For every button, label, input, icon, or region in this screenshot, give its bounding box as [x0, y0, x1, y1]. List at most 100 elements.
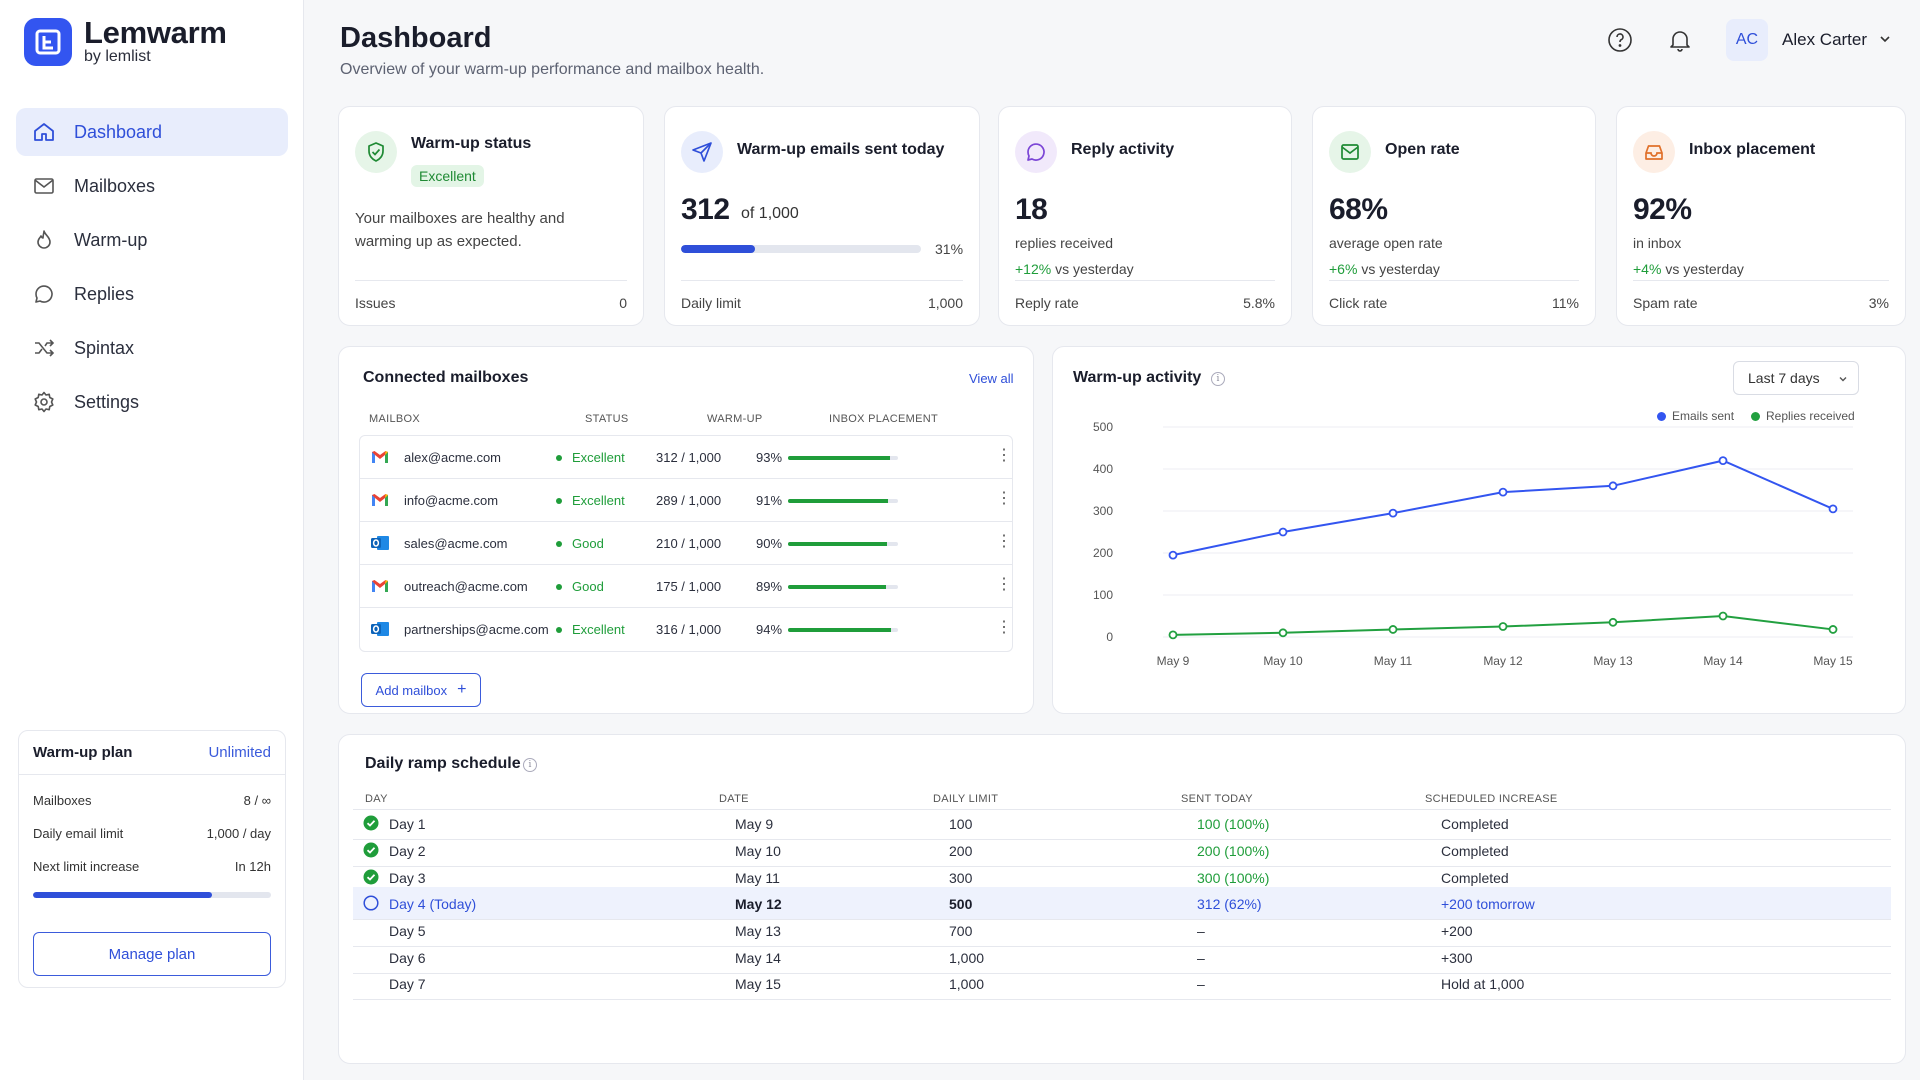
column-header: DAY	[365, 793, 388, 805]
chevron-down-icon[interactable]	[1878, 32, 1892, 46]
placement-bar	[788, 628, 898, 632]
data-point[interactable]	[1388, 625, 1398, 634]
more-icon[interactable]: ⋮	[996, 619, 1012, 636]
sent-today-cell: –	[1197, 950, 1205, 966]
view-all-link[interactable]: View all	[969, 371, 1014, 386]
plan-title: Warm-up plan	[33, 744, 133, 761]
status-badge: Excellent	[556, 450, 625, 465]
data-point[interactable]	[1828, 504, 1838, 514]
mailbox-email: alex@acme.com	[404, 450, 502, 465]
section-title: Connected mailboxes	[363, 369, 529, 386]
nav-label: Dashboard	[74, 121, 163, 142]
date-cell: May 13	[735, 923, 781, 939]
data-point[interactable]	[1718, 456, 1728, 465]
date-cell: May 9	[735, 816, 774, 832]
series-line-emails-sent	[1172, 459, 1834, 557]
sent-today-cell: –	[1197, 976, 1205, 992]
nav-item-replies[interactable]: Replies	[16, 270, 288, 318]
table-row[interactable]: sales@acme.com Good 210 / 1,000 90% ⋮	[360, 522, 1012, 565]
more-icon[interactable]: ⋮	[996, 447, 1012, 464]
plan-row: Daily email limit 1,000 / day	[33, 826, 271, 841]
nav-item-spintax[interactable]: Spintax	[16, 324, 288, 372]
table-row[interactable]: alex@acme.com Excellent 312 / 1,000 93% ⋮	[360, 436, 1012, 479]
bell-icon[interactable]	[1666, 26, 1694, 54]
data-point[interactable]	[1718, 611, 1728, 621]
mailbox-email: info@acme.com	[404, 493, 499, 508]
x-tick-label: May 15	[1813, 654, 1853, 668]
nav-label: Replies	[74, 283, 135, 304]
page-title: Dashboard	[340, 22, 492, 54]
sent-today-cell: 200 (100%)	[1197, 843, 1270, 859]
avatar[interactable]: AC	[1726, 19, 1768, 61]
nav-item-dashboard[interactable]: Dashboard	[16, 108, 288, 156]
brand-name: Lemwarm	[84, 15, 227, 50]
x-tick-label: May 11	[1374, 654, 1413, 668]
card-footer: Spam rate 3%	[1633, 295, 1889, 311]
line-chart: 0 100 200 300 400 500 May 9 May 10 May 11 May 12 M…	[1093, 420, 1853, 668]
data-point[interactable]	[1388, 508, 1398, 518]
date-cell: May 10	[735, 843, 781, 859]
more-icon[interactable]: ⋮	[996, 490, 1012, 507]
more-icon[interactable]: ⋮	[996, 533, 1012, 550]
nav-item-warm-up[interactable]: Warm-up	[16, 216, 288, 264]
legend-swatch	[1751, 411, 1760, 421]
warm-up-status-card: Warm-up status Excellent Your mailboxes …	[338, 106, 644, 326]
table-row[interactable]: outreach@acme.com Good 175 / 1,000 89% ⋮	[360, 565, 1012, 608]
table-row: Day 7 May 15 1,000 – Hold at 1,000	[353, 967, 1891, 1000]
nav-label: Mailboxes	[74, 175, 156, 196]
status-badge: Excellent	[556, 493, 625, 508]
data-point[interactable]	[1278, 527, 1288, 537]
data-point[interactable]	[1608, 481, 1618, 491]
data-point[interactable]	[1608, 617, 1618, 627]
send-icon	[681, 131, 723, 173]
table-row[interactable]: partnerships@acme.com Excellent 316 / 1,00…	[360, 608, 1012, 651]
date-range-select[interactable]: Last 7 days	[1733, 361, 1859, 395]
inbox-placement-pct: 89%	[756, 579, 783, 594]
placement-bar	[788, 542, 898, 546]
x-tick-label: May 10	[1263, 654, 1303, 668]
column-header: SCHEDULED INCREASE	[1425, 793, 1558, 805]
brand[interactable]: Lemwarm by lemlist	[24, 15, 227, 66]
mailbox-email: sales@acme.com	[404, 536, 508, 551]
table-row[interactable]: info@acme.com Excellent 289 / 1,000 91% ⋮	[360, 479, 1012, 522]
add-mailbox-button[interactable]: Add mailbox +	[361, 673, 481, 707]
placement-bar	[788, 585, 898, 589]
legend-replies-received: Replies received	[1751, 409, 1855, 423]
nav-label: Warm-up	[74, 229, 148, 250]
emails-sent-card: Warm-up emails sent today 312 of 1,000 3…	[664, 106, 980, 326]
plus-icon: +	[457, 681, 467, 698]
data-point[interactable]	[1168, 550, 1178, 560]
x-tick-label: May 13	[1593, 654, 1633, 668]
help-icon[interactable]	[1606, 26, 1634, 54]
check-circle-icon	[363, 842, 379, 858]
card-footer: Daily limit 1,000	[681, 295, 963, 311]
shuffle-icon	[35, 339, 55, 357]
nav-item-mailboxes[interactable]: Mailboxes	[16, 162, 288, 210]
more-icon[interactable]: ⋮	[996, 576, 1012, 593]
column-header: MAILBOX	[369, 413, 421, 425]
scheduled-increase-cell: +200	[1441, 923, 1473, 939]
status-badge: Excellent	[556, 622, 625, 637]
day-label: Day 1	[389, 816, 426, 832]
data-point[interactable]	[1168, 630, 1178, 640]
info-icon[interactable]: i	[523, 758, 537, 772]
user-name[interactable]: Alex Carter	[1782, 30, 1868, 49]
column-header: STATUS	[585, 413, 629, 425]
open-rate-sub: average open rate	[1329, 235, 1443, 251]
sent-today-cell: –	[1197, 923, 1205, 939]
data-point[interactable]	[1498, 622, 1508, 631]
data-point[interactable]	[1278, 628, 1288, 638]
x-tick-label: May 14	[1703, 654, 1743, 668]
info-icon[interactable]: i	[1211, 372, 1225, 386]
data-point[interactable]	[1828, 625, 1838, 634]
gmail-icon	[372, 451, 388, 463]
nav-item-settings[interactable]: Settings	[16, 378, 288, 426]
lemwarm-logo-icon	[24, 18, 72, 66]
data-point[interactable]	[1498, 487, 1508, 497]
warm-up-count: 316 / 1,000	[656, 622, 722, 637]
open-rate-value: 68%	[1329, 193, 1388, 226]
chat-icon	[35, 285, 53, 303]
manage-plan-button[interactable]: Manage plan	[33, 932, 271, 976]
scheduled-increase-cell: +200 tomorrow	[1441, 896, 1535, 912]
daily-limit-cell: 1,000	[949, 950, 985, 966]
